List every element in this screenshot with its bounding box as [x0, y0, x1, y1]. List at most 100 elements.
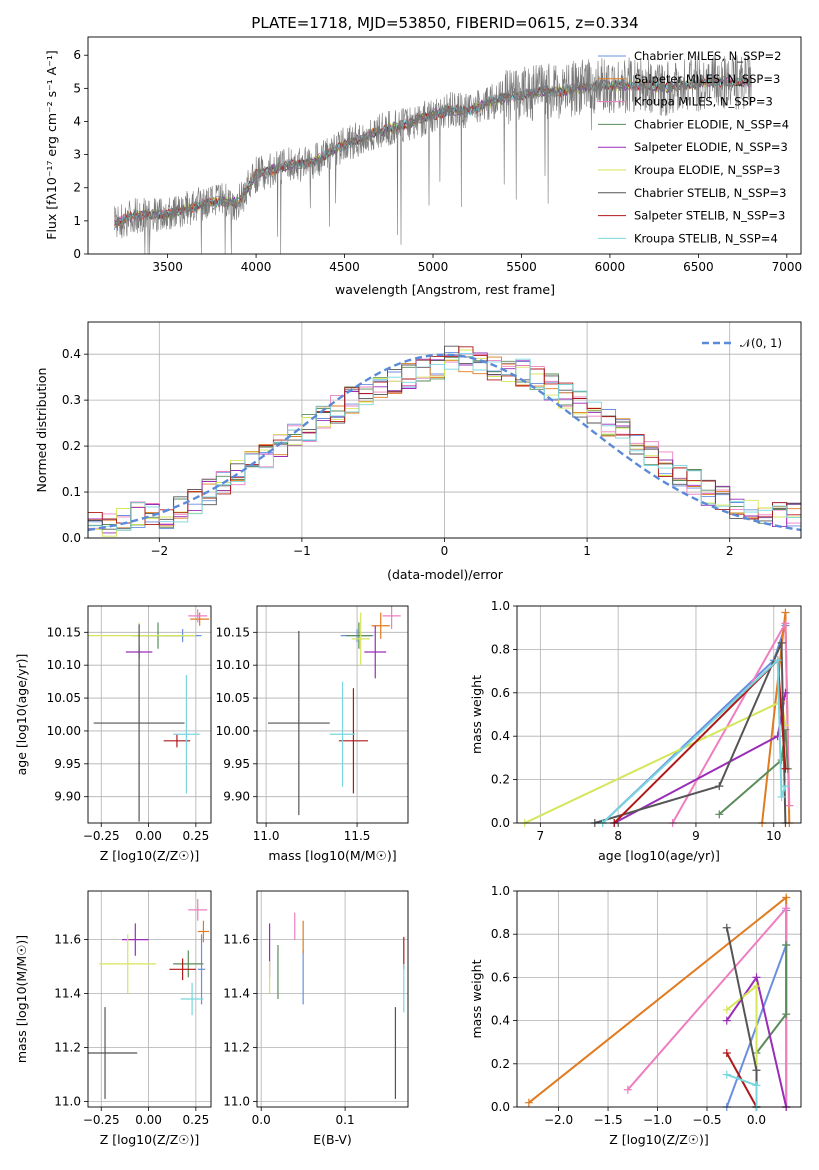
axes-frame [87, 605, 212, 824]
weight-marker [752, 1066, 761, 1075]
axes-age-vs-Z [84, 606, 211, 827]
y-tick-label: 10.05 [47, 691, 81, 705]
y-tick-label: 9.95 [223, 757, 250, 771]
x-tick-label: −0.25 [83, 829, 120, 843]
x-tick-label: 4500 [329, 260, 360, 274]
x-tick-label: 8 [614, 829, 622, 843]
y-tick-label: 10.10 [216, 658, 250, 672]
normal-curve [88, 353, 801, 532]
weight-line-c8 [613, 658, 787, 823]
y-tick-label: 0.0 [62, 531, 81, 545]
y-tick-label: 10.05 [216, 691, 250, 705]
y-tick-label: 0.2 [491, 1057, 510, 1071]
y-tick-label: 0.0 [491, 1100, 510, 1114]
weight-marker [773, 656, 782, 665]
histogram-c8 [88, 346, 801, 538]
weight-marker [752, 982, 761, 991]
axes-frame [87, 36, 802, 255]
weight-marker [715, 782, 724, 791]
legend-entry: Salpeter MILES, N_SSP=3 [634, 72, 780, 86]
axes-frame [87, 890, 212, 1108]
axes-frame [87, 321, 802, 539]
y-axis-label: mass [log10(M/M☉)] [14, 935, 29, 1063]
y-tick-label: 10.15 [47, 625, 81, 639]
x-tick-label: 6000 [595, 260, 626, 274]
weight-line-c9 [601, 658, 787, 823]
x-tick-label: 0.00 [135, 829, 162, 843]
x-tick-label: −0.5 [692, 1113, 721, 1127]
weight-line-c4 [718, 729, 789, 816]
y-tick-label: 11.2 [223, 1041, 250, 1055]
weight-marker [722, 1016, 731, 1025]
x-axis-label: Z [log10(Z/Z☉)] [100, 1132, 200, 1147]
y-tick-label: 1.0 [491, 884, 510, 898]
x-tick-label: 7000 [772, 260, 803, 274]
weight-marker [781, 764, 790, 773]
y-tick-label: 2 [73, 181, 81, 195]
x-axis-label: Z [log10(Z/Z☉)] [100, 848, 200, 863]
x-axis-label: wavelength [Angstrom, rest frame] [335, 282, 555, 297]
x-tick-label: 11.0 [253, 829, 280, 843]
y-tick-label: 0.8 [491, 927, 510, 941]
y-tick-label: 0.8 [491, 642, 510, 656]
y-tick-label: 0.2 [491, 773, 510, 787]
y-tick-label: 11.4 [223, 987, 250, 1001]
y-tick-label: 10.00 [47, 724, 81, 738]
x-tick-label: −1 [293, 544, 311, 558]
weight-marker [781, 782, 790, 791]
x-tick-label: 0.25 [183, 1113, 210, 1127]
x-tick-label: −0.25 [83, 1113, 120, 1127]
y-axis-label: Flux [fλ10⁻¹⁷ erg cm⁻² s⁻¹ A⁻¹] [44, 50, 59, 239]
x-axis-label: Z [log10(Z/Z☉)] [609, 1132, 709, 1147]
y-tick-label: 0.0 [491, 816, 510, 830]
x-tick-label: 9 [692, 829, 700, 843]
x-axis-label: mass [log10(M/M☉)] [268, 848, 396, 863]
y-tick-label: 1 [73, 214, 81, 228]
legend-entry: Chabrier MILES, N_SSP=2 [634, 49, 781, 63]
axes-frame [256, 890, 409, 1108]
axes-age-vs-mass [253, 606, 408, 827]
x-tick-label: −2.0 [544, 1113, 573, 1127]
y-tick-label: 0 [73, 247, 81, 261]
axes-mass-vs-EBV [253, 891, 408, 1111]
legend-entry: Kroupa MILES, N_SSP=3 [634, 95, 773, 109]
x-tick-label: 0 [441, 544, 449, 558]
y-tick-label: 4 [73, 114, 81, 128]
y-tick-label: 11.0 [223, 1095, 250, 1109]
weight-marker [777, 792, 786, 801]
y-axis-label: mass weight [469, 959, 484, 1038]
histogram-c9 [88, 353, 801, 538]
y-tick-label: 5 [73, 81, 81, 95]
weight-marker [782, 1010, 791, 1019]
weight-marker [752, 973, 761, 982]
weight-marker [722, 923, 731, 932]
weight-marker [785, 801, 794, 810]
x-axis-label: age [log10(age/yr)] [598, 848, 720, 863]
legend-entry: Salpeter ELODIE, N_SSP=3 [634, 140, 788, 154]
y-tick-label: 10.10 [47, 658, 81, 672]
weight-marker [752, 1081, 761, 1090]
y-tick-label: 0.6 [491, 686, 510, 700]
y-tick-label: 0.4 [491, 1014, 510, 1028]
legend-entry: Chabrier ELODIE, N_SSP=4 [634, 117, 789, 131]
x-axis-label: E(B-V) [313, 1132, 352, 1147]
axes-frame [256, 605, 409, 824]
y-tick-label: 11.6 [54, 933, 81, 947]
axes-frame [516, 890, 802, 1108]
y-tick-label: 9.90 [54, 790, 81, 804]
x-axis-label: (data-model)/error [387, 567, 504, 582]
legend-entry: Kroupa STELIB, N_SSP=4 [634, 231, 778, 245]
x-tick-label: −1.0 [643, 1113, 672, 1127]
y-tick-label: 1.0 [491, 599, 510, 613]
weight-marker [782, 941, 791, 949]
y-tick-label: 11.6 [223, 933, 250, 947]
y-tick-label: 10.15 [216, 625, 250, 639]
figure-title: PLATE=1718, MJD=53850, FIBERID=0615, z=0… [251, 14, 638, 32]
weight-marker [715, 810, 724, 819]
x-tick-label: 10 [766, 829, 781, 843]
x-tick-label: −1.5 [593, 1113, 622, 1127]
y-tick-label: 0.1 [62, 485, 81, 499]
legend-entry: 𝒩(0, 1) [740, 336, 782, 350]
x-tick-label: 5000 [418, 260, 449, 274]
